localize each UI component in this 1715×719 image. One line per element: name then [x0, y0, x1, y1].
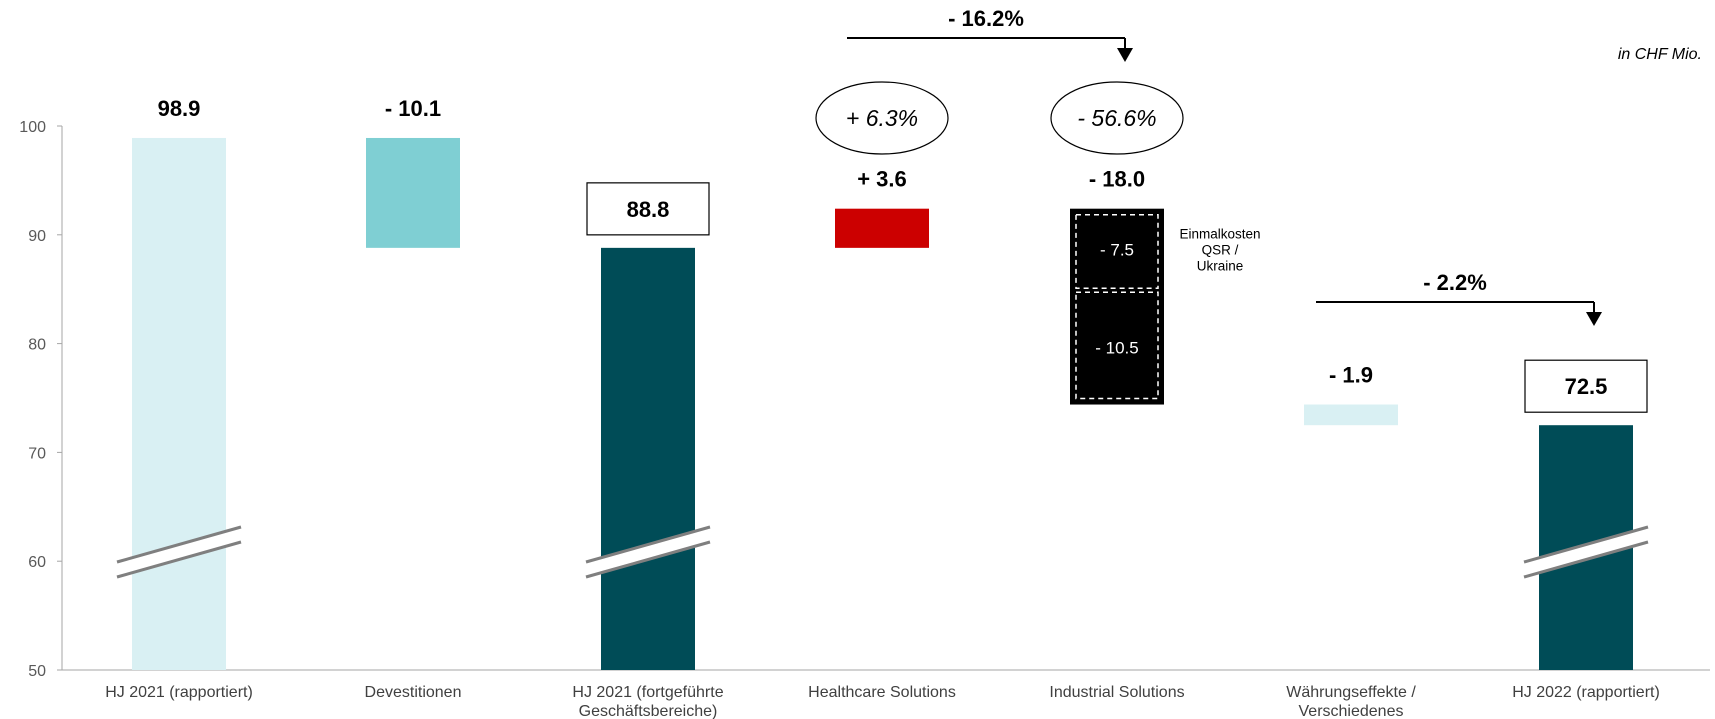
category-label: Währungseffekte / Verschiedenes: [1286, 684, 1416, 719]
bar: [366, 137, 460, 248]
axis-break-line: [1523, 540, 1649, 579]
value-label: 98.9: [158, 96, 201, 121]
y-tick-label: 100: [19, 119, 46, 136]
y-tick-label: 60: [28, 554, 46, 571]
annotation-label: - 2.2%: [1423, 270, 1487, 295]
segment-note: Einmalkosten QSR / Ukraine: [1179, 227, 1260, 274]
y-tick-label: 80: [28, 337, 46, 354]
axis-break-line: [1523, 525, 1649, 564]
value-label: - 1.9: [1329, 363, 1373, 388]
value-label-box: [1524, 359, 1648, 413]
axis-layer: 50 60 70 80 90 100 HJ 2021 (rapportiert) Devest…: [19, 119, 1710, 719]
axis-break-gap: [117, 527, 241, 577]
growth-label: - 56.6%: [1077, 105, 1156, 131]
axis-break-gap: [1524, 527, 1648, 577]
segment-box: [1075, 213, 1159, 290]
category-label: HJ 2021 (rapportiert): [105, 684, 253, 701]
category-label: HJ 2021 (fortgeführte Geschäftsbereiche): [572, 684, 723, 719]
value-label-box: [586, 182, 710, 236]
category-label: Devestitionen: [365, 684, 462, 701]
value-label: 88.8: [627, 197, 670, 222]
axis-break-line: [585, 540, 711, 579]
label-layer: 98.9 - 10.1 88.8 + 3.6 + 6.3% Einmalkosten QSR…: [158, 81, 1648, 413]
value-label: + 3.6: [857, 167, 907, 192]
segment-label: - 7.5: [1100, 240, 1134, 259]
segment-label: - 10.5: [1095, 338, 1138, 357]
annotation-layer: - 16.2% - 2.2%: [847, 6, 1602, 326]
growth-ellipse: [1050, 81, 1184, 155]
category-label: HJ 2022 (rapportiert): [1512, 684, 1660, 701]
axis-break-line: [585, 525, 711, 564]
bar-layer: - 7.5 - 10.5: [116, 137, 1649, 670]
segment-box: [1075, 291, 1159, 400]
value-label: - 10.1: [385, 96, 441, 121]
unit-note: in CHF Mio.: [1618, 46, 1702, 63]
axis-break-gap: [586, 527, 710, 577]
y-tick-label: 70: [28, 445, 46, 462]
axis-break-line: [116, 525, 242, 564]
annotation-arrowhead: [1117, 48, 1133, 62]
axis-break-line: [116, 540, 242, 579]
annotation-arrowhead: [1586, 312, 1602, 326]
value-label: 72.5: [1565, 374, 1608, 399]
growth-label: + 6.3%: [846, 105, 918, 131]
value-label: - 18.0: [1089, 167, 1145, 192]
bar: [601, 247, 695, 670]
bar: [835, 208, 929, 248]
bar: [1070, 208, 1164, 405]
y-tick-label: 50: [28, 663, 46, 680]
category-label: Healthcare Solutions: [808, 684, 956, 701]
category-label: Industrial Solutions: [1049, 684, 1184, 701]
growth-ellipse: [815, 81, 949, 155]
annotation-label: - 16.2%: [948, 6, 1024, 31]
bar: [1304, 404, 1398, 426]
bar: [132, 137, 226, 670]
y-tick-label: 90: [28, 228, 46, 245]
